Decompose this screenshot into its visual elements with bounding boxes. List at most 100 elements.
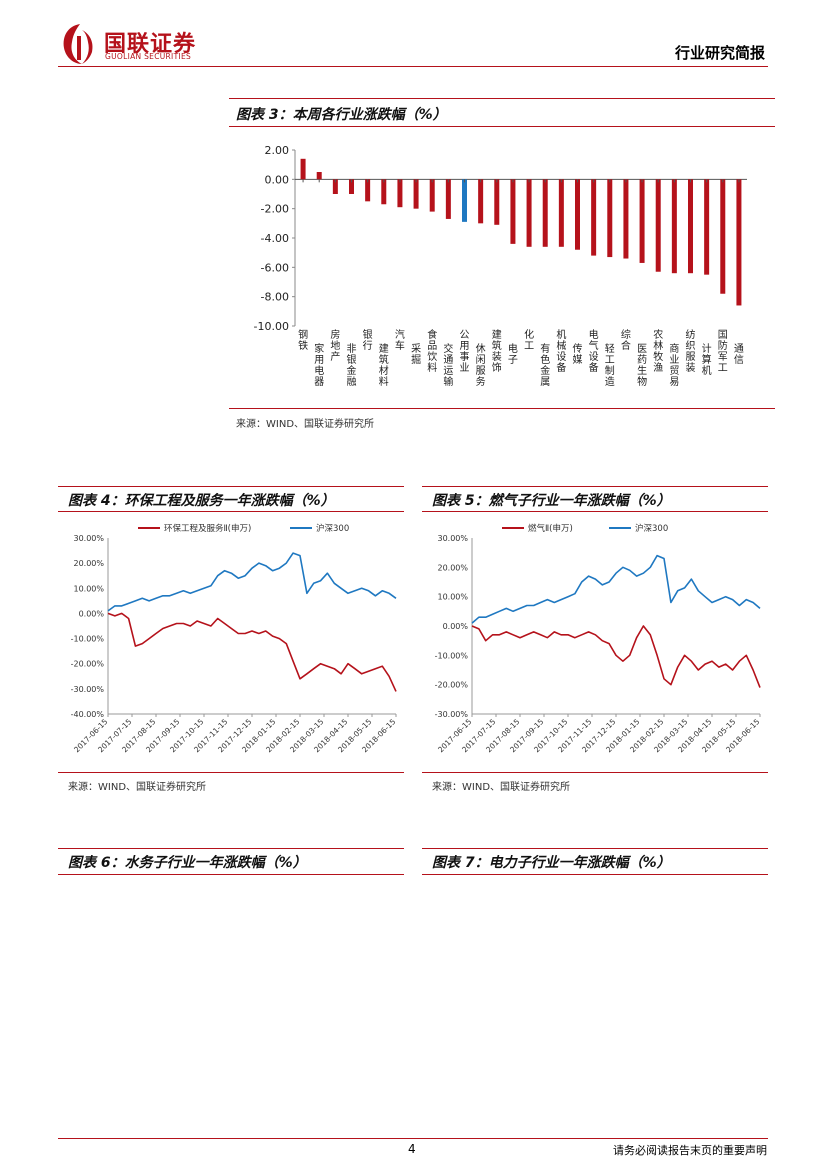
bar (526, 179, 532, 247)
fig5-source: 来源：WIND、国联证券研究所 (432, 782, 571, 793)
x-tick-label: 采掘 (411, 343, 421, 366)
bar (510, 179, 516, 244)
x-tick-label: 纺织服装 (686, 328, 696, 374)
x-tick-label: 通信 (734, 343, 744, 366)
x-tick-label: 商业贸易 (669, 342, 679, 388)
series-line (471, 625, 761, 688)
bar (736, 179, 742, 306)
y-tick-label: -6.00 (261, 261, 289, 274)
bar (575, 179, 580, 250)
bar (445, 179, 451, 219)
logo-text-cn: 国联证券 (104, 32, 197, 57)
y-tick-label: -2.00 (261, 203, 289, 216)
footer-rule (58, 1138, 768, 1139)
y-tick-label: -10.00 (254, 320, 289, 333)
y-tick-label: 0.00% (443, 622, 469, 631)
x-tick-label: 机械设备 (556, 328, 566, 374)
bar (365, 179, 371, 202)
y-tick-label: -30.00% (71, 685, 105, 694)
bar (462, 179, 467, 222)
x-tick-label: 食品饮料 (427, 328, 437, 374)
y-tick-label: -30.00% (435, 710, 469, 719)
bar (671, 179, 677, 274)
x-tick-label: 建筑装饰 (492, 328, 502, 374)
series-line (107, 612, 397, 692)
bar (349, 179, 354, 194)
x-tick-label: 银行 (363, 328, 373, 352)
x-tick-label: 电子 (508, 342, 518, 366)
fig6-top-rule (58, 848, 404, 849)
legend-label: 沪深300 (635, 523, 668, 534)
fig5-title: 图表 5：燃气子行业一年涨跌幅（%） (432, 493, 671, 509)
legend-label: 环保工程及服务Ⅱ(申万) (164, 523, 251, 534)
bar (332, 179, 338, 194)
y-tick-label: 0.00 (265, 173, 290, 186)
x-tick-label: 汽车 (395, 328, 405, 352)
logo-text-en: GUOLIAN SECURITIES (105, 52, 192, 61)
y-tick-label: 20.00% (437, 563, 468, 572)
y-tick-label: -4.00 (261, 232, 289, 245)
bar (558, 179, 564, 247)
y-tick-label: -40.00% (71, 710, 105, 719)
fig5-chart: 燃气Ⅱ(申万) 沪深300 30.00% 20.00% 10.00% 0.00% -10.0… (435, 523, 762, 754)
page-number: 4 (408, 1142, 416, 1156)
y-tick-label: 10.00% (73, 584, 104, 593)
fig3-chart: 2.00 0.00 -2.00 -4.00 -6.00 -8.00 -10.00 钢铁 家用电器… (254, 144, 747, 388)
y-tick-label: -20.00% (435, 681, 469, 690)
logo-mark-icon (63, 24, 93, 64)
fig7-title: 图表 7：电力子行业一年涨跌幅（%） (432, 855, 671, 871)
fig3-source: 来源：WIND、国联证券研究所 (236, 419, 375, 430)
y-tick-label: 0.00% (79, 609, 105, 618)
x-tick-label: 电气设备 (589, 328, 599, 374)
y-tick-label: 30.00% (73, 534, 104, 543)
x-tick-label: 医药生物 (637, 343, 647, 388)
bar (542, 179, 548, 247)
footer-disclaimer: 请务必阅读报告末页的重要声明 (613, 1144, 767, 1157)
x-tick-label: 农林牧渔 (653, 328, 663, 374)
fig7-top-rule (422, 848, 768, 849)
fig4-top-rule (58, 486, 404, 487)
legend-label: 沪深300 (316, 523, 349, 534)
bar (429, 179, 435, 212)
bar (655, 179, 661, 272)
bar (623, 179, 629, 259)
fig5-top-rule (422, 486, 768, 487)
x-tick-label: 交通运输 (443, 342, 453, 388)
fig4-title: 图表 4：环保工程及服务一年涨跌幅（%） (68, 493, 335, 509)
y-tick-label: 10.00% (437, 593, 468, 602)
fig4-title-rule (58, 511, 404, 512)
bar (607, 179, 613, 258)
bar (720, 179, 726, 294)
series-line (107, 552, 397, 612)
x-tick-label: 钢铁 (298, 328, 308, 352)
fig3-top-rule (229, 98, 775, 99)
fig5-title-rule (422, 511, 768, 512)
bar (316, 172, 322, 180)
y-tick-label: 2.00 (265, 144, 290, 157)
bar (688, 179, 693, 274)
bar (478, 179, 484, 224)
series-line (471, 554, 761, 624)
fig3-title: 图表 3：本周各行业涨跌幅（%） (236, 107, 447, 123)
header-rule (58, 66, 768, 67)
x-tick-label: 轻工制造 (605, 342, 615, 388)
bar (397, 179, 403, 208)
bar (591, 179, 597, 256)
fig6-title-rule (58, 874, 404, 875)
x-tick-label: 计算机 (702, 342, 712, 377)
bar (639, 179, 645, 263)
x-tick-label: 非银金融 (347, 343, 357, 388)
x-tick-label: 传媒 (573, 343, 583, 366)
bar (381, 179, 387, 205)
x-tick-label: 家用电器 (314, 342, 324, 388)
fig3-title-rule (229, 126, 775, 127)
x-tick-label: 国防军工 (718, 329, 728, 374)
x-tick-label: 房地产 (330, 328, 340, 363)
report-type: 行业研究简报 (674, 44, 765, 62)
y-tick-label: -20.00% (71, 660, 105, 669)
bar (494, 179, 500, 225)
fig5-bottom-rule (422, 772, 768, 773)
bar (300, 158, 306, 180)
x-tick-label: 化工 (524, 328, 534, 352)
x-tick-label: 休闲服务 (476, 343, 486, 388)
